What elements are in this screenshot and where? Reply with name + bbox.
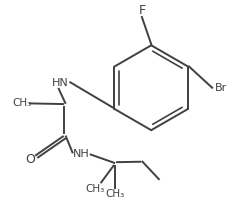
Text: CH₃: CH₃: [12, 98, 31, 108]
Text: NH: NH: [73, 149, 90, 159]
Text: O: O: [26, 153, 35, 166]
Text: CH₃: CH₃: [106, 189, 125, 199]
Text: Br: Br: [215, 83, 227, 93]
Text: CH₃: CH₃: [85, 184, 104, 194]
Text: HN: HN: [51, 78, 68, 88]
Text: F: F: [138, 4, 145, 17]
